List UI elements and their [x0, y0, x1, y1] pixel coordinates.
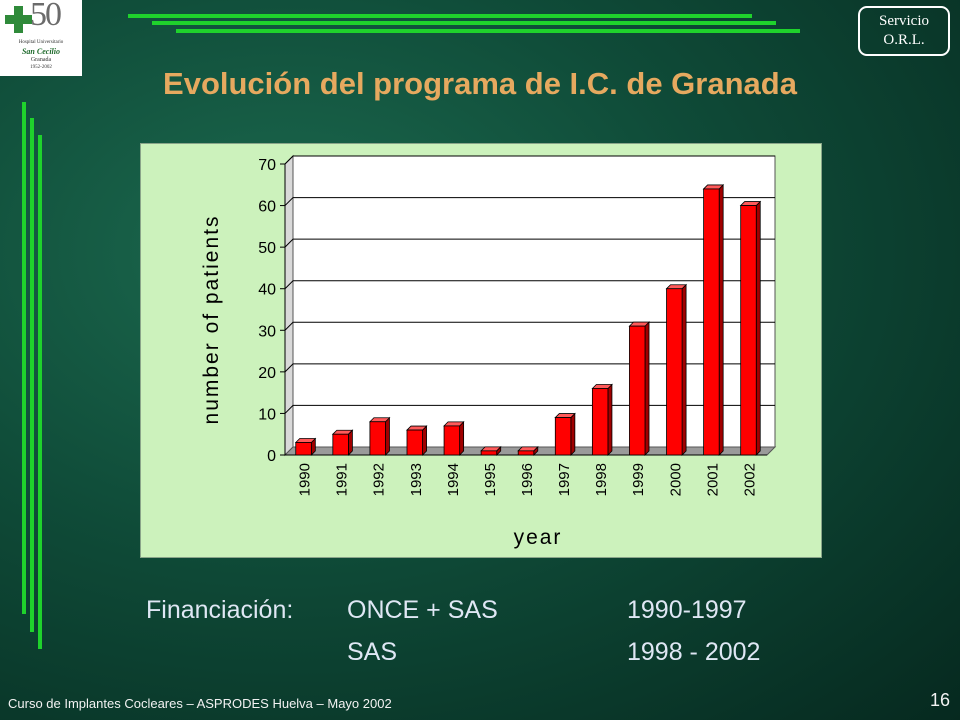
y-axis-title: number of patients: [200, 215, 223, 425]
decor-hline-1: [128, 14, 752, 18]
chart-svg: 0 10 20 30 40 50 60 70 1990 1991 1992 1993 1994 1995 1…: [200, 154, 777, 549]
bar-top: [702, 184, 725, 190]
bar-top: [628, 321, 650, 327]
financing-period-1: 1990-1997: [627, 596, 747, 624]
gridline: [284, 155, 775, 165]
gridline: [284, 321, 775, 331]
x-tick-label: 2001: [704, 463, 721, 496]
bar: [666, 288, 683, 456]
bar-side: [422, 425, 427, 456]
y-tick-label: 20: [258, 365, 276, 382]
bar-side: [718, 183, 724, 456]
gridline: [284, 280, 775, 290]
x-tick-label: 2000: [667, 463, 684, 496]
bar: [591, 388, 609, 456]
x-tick-label: 1999: [630, 463, 647, 496]
plot-back-wall: [292, 155, 776, 448]
decor-vline-1: [22, 102, 26, 614]
x-tick-label: 1993: [408, 463, 425, 496]
bar-top: [554, 413, 576, 418]
footer-text: Curso de Implantes Cocleares – ASPRODES …: [8, 696, 392, 711]
bar-top: [665, 284, 688, 290]
x-tick-label: 1994: [445, 463, 462, 496]
financing-source-2: SAS: [347, 638, 398, 666]
bar: [517, 450, 535, 456]
bar: [480, 450, 498, 456]
bar-side: [570, 412, 576, 456]
bar-side: [459, 420, 465, 456]
logo-line-1: Hospital Universitario: [18, 40, 64, 45]
y-tick-label: 70: [258, 157, 276, 174]
financing-period-2: 1998 - 2002: [627, 638, 761, 666]
decor-hline-2: [152, 21, 776, 25]
bar-chart: 0 10 20 30 40 50 60 70 1990 1991 1992 1993 1994 1995 1…: [140, 143, 822, 558]
page-title: Evolución del programa de I.C. de Granad…: [163, 66, 797, 101]
bar-top: [406, 425, 428, 431]
bar: [332, 433, 349, 456]
bar-top: [480, 446, 502, 452]
x-tick-label: 1998: [593, 463, 610, 496]
decor-vline-3: [38, 135, 42, 649]
bar-top: [443, 421, 465, 427]
gridline: [284, 238, 775, 248]
gridline: [284, 197, 775, 206]
x-tick-label: 1996: [519, 463, 536, 496]
service-badge: Servicio O.R.L.: [858, 6, 950, 56]
y-tick-label: 60: [258, 199, 276, 216]
bar-top: [517, 446, 539, 452]
logo-number: 50: [30, 0, 62, 33]
badge-line-1: Servicio: [879, 13, 929, 29]
bar-top: [294, 438, 317, 443]
y-tick-label: 50: [258, 240, 276, 257]
logo-line-2: San Cecilio: [21, 47, 60, 56]
bar-top: [591, 384, 613, 389]
y-tick-label: 30: [258, 323, 276, 340]
bar: [443, 425, 461, 456]
bar: [295, 442, 312, 456]
cross-icon-bar: [5, 15, 32, 24]
hospital-logo: 50 Hospital Universitario San Cecilio Gr…: [0, 0, 82, 76]
x-tick-label: 1991: [334, 463, 351, 496]
bar: [369, 421, 386, 456]
gridline: [284, 404, 775, 414]
y-tick-label: 0: [267, 448, 276, 465]
decor-hline-3: [176, 29, 800, 33]
x-tick-label: 1997: [556, 463, 573, 496]
bar-side: [755, 200, 761, 456]
bar: [629, 325, 646, 456]
bar: [554, 417, 572, 456]
x-tick-label: 1990: [297, 463, 314, 496]
x-tick-label: 2002: [741, 463, 758, 496]
bar-side: [607, 383, 613, 456]
x-axis-title: year: [514, 526, 563, 549]
x-tick-label: 1992: [371, 463, 388, 496]
bar-top: [739, 201, 762, 206]
bar-side: [644, 321, 650, 456]
page-number: 16: [930, 690, 951, 710]
badge-line-2: O.R.L.: [883, 32, 925, 48]
logo-line-3: Granada: [30, 57, 52, 63]
bar: [406, 429, 423, 456]
bar-top: [331, 429, 354, 435]
bar-top: [368, 417, 391, 423]
decor-vline-2: [30, 118, 34, 632]
bar: [703, 188, 720, 456]
logo-line-4: 1952-2002: [30, 65, 52, 70]
financing-label: Financiación:: [146, 596, 294, 624]
gridline: [284, 363, 775, 373]
x-tick-label: 1995: [482, 463, 499, 496]
y-tick-label: 10: [258, 406, 276, 423]
plot-side-wall: [284, 154, 294, 457]
bar-side: [385, 416, 390, 456]
financing-source-1: ONCE + SAS: [347, 596, 498, 624]
y-tick-label: 40: [258, 282, 276, 299]
bar-side: [681, 283, 687, 456]
bar: [740, 205, 757, 456]
